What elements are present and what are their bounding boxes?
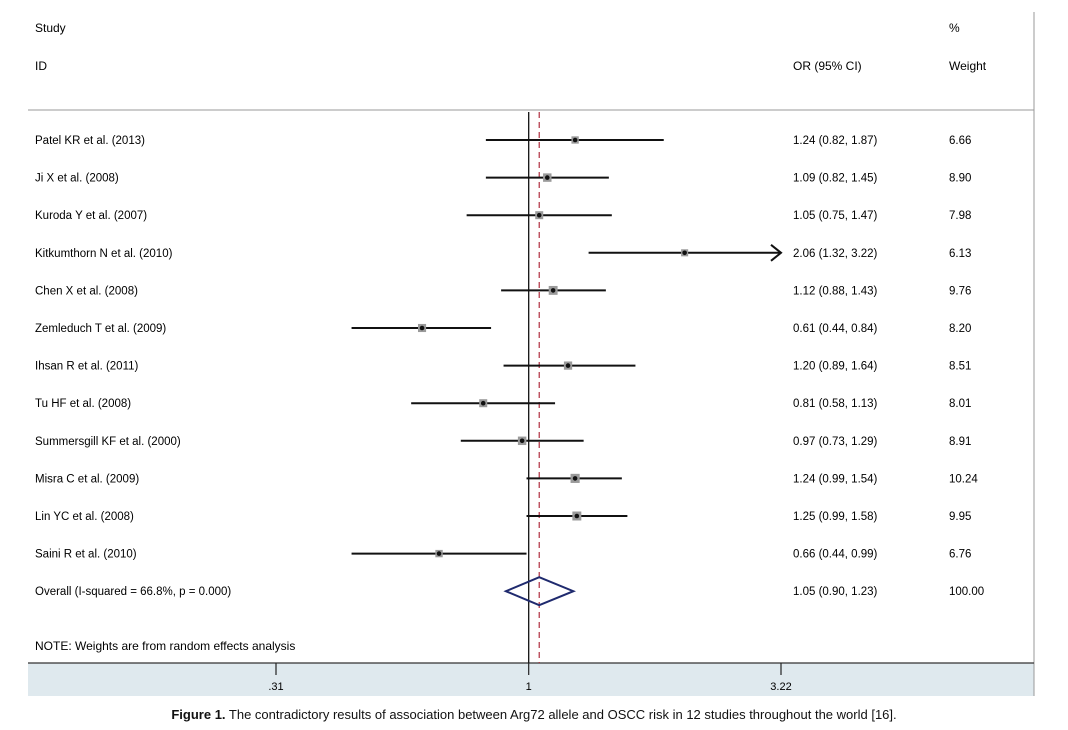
study-label: Saini R et al. (2010) bbox=[35, 549, 137, 561]
point-estimate bbox=[682, 250, 687, 256]
weight-text: 7.98 bbox=[949, 210, 971, 222]
or-ci-text: 1.20 (0.89, 1.64) bbox=[793, 361, 878, 373]
or-ci-text: 1.24 (0.99, 1.54) bbox=[793, 473, 878, 485]
point-estimate bbox=[480, 400, 486, 406]
study-label: Tu HF et al. (2008) bbox=[35, 398, 131, 410]
point-estimate bbox=[419, 325, 425, 331]
study-label: Lin YC et al. (2008) bbox=[35, 511, 134, 523]
axis-band bbox=[28, 663, 1034, 696]
header-or: OR (95% CI) bbox=[793, 59, 862, 73]
point-estimate bbox=[519, 438, 525, 444]
point-estimate bbox=[565, 363, 571, 368]
header-study: Study bbox=[35, 21, 66, 35]
overall-or-ci-text: 1.05 (0.90, 1.23) bbox=[793, 586, 878, 598]
or-ci-text: 1.12 (0.88, 1.43) bbox=[793, 285, 878, 297]
weight-text: 9.95 bbox=[949, 511, 971, 523]
or-ci-text: 2.06 (1.32, 3.22) bbox=[793, 248, 878, 260]
study-label: Kitkumthorn N et al. (2010) bbox=[35, 248, 173, 260]
or-ci-text: 0.81 (0.58, 1.13) bbox=[793, 398, 878, 410]
weight-text: 8.20 bbox=[949, 323, 971, 335]
x-axis: .31 1 3.22 bbox=[268, 663, 792, 693]
weight-text: 8.91 bbox=[949, 436, 971, 448]
figure-caption: Figure 1. The contradictory results of a… bbox=[0, 707, 1068, 722]
weight-text: 8.90 bbox=[949, 173, 971, 185]
or-ci-text: 0.61 (0.44, 0.84) bbox=[793, 323, 878, 335]
or-ci-text: 1.24 (0.82, 1.87) bbox=[793, 135, 878, 147]
or-ci-text: 1.25 (0.99, 1.58) bbox=[793, 511, 878, 523]
study-label: Ihsan R et al. (2011) bbox=[35, 361, 139, 373]
header-pct: % bbox=[949, 21, 960, 35]
weight-text: 8.01 bbox=[949, 398, 971, 410]
x-tick-label: 1 bbox=[526, 681, 532, 693]
caption-text: The contradictory results of association… bbox=[225, 707, 897, 722]
point-estimate bbox=[544, 175, 550, 180]
note-text: NOTE: Weights are from random effects an… bbox=[35, 639, 295, 653]
point-estimate bbox=[572, 137, 578, 143]
study-label: Ji X et al. (2008) bbox=[35, 173, 119, 185]
study-label: Chen X et al. (2008) bbox=[35, 285, 138, 297]
point-estimate bbox=[572, 476, 578, 481]
or-ci-text: 0.66 (0.44, 0.99) bbox=[793, 549, 878, 561]
weight-text: 6.76 bbox=[949, 549, 971, 561]
chart-marks bbox=[351, 112, 783, 663]
weight-text: 9.76 bbox=[949, 285, 971, 297]
x-tick-label: 3.22 bbox=[770, 681, 791, 693]
weight-text: 6.66 bbox=[949, 135, 971, 147]
study-label: Patel KR et al. (2013) bbox=[35, 135, 145, 147]
or-ci-text: 1.05 (0.75, 1.47) bbox=[793, 210, 878, 222]
study-label: Misra C et al. (2009) bbox=[35, 473, 139, 485]
study-rows: Patel KR et al. (2013) 1.24 (0.82, 1.87) 6… bbox=[35, 135, 984, 598]
weight-text: 8.51 bbox=[949, 361, 971, 373]
ci-arrow bbox=[770, 244, 783, 262]
weight-text: 6.13 bbox=[949, 248, 971, 260]
overall-label: Overall (I-squared = 66.8%, p = 0.000) bbox=[35, 586, 231, 598]
study-label: Summersgill KF et al. (2000) bbox=[35, 436, 181, 448]
overall-weight-text: 100.00 bbox=[949, 586, 984, 598]
overall-diamond bbox=[503, 576, 576, 607]
point-estimate bbox=[536, 212, 542, 218]
or-ci-text: 1.09 (0.82, 1.45) bbox=[793, 173, 878, 185]
weight-text: 10.24 bbox=[949, 473, 978, 485]
point-estimate bbox=[436, 551, 442, 556]
header-weight: Weight bbox=[949, 59, 987, 73]
point-estimate bbox=[550, 288, 556, 293]
x-tick-label: .31 bbox=[268, 681, 283, 693]
study-label: Kuroda Y et al. (2007) bbox=[35, 210, 147, 222]
study-label: Zemleduch T et al. (2009) bbox=[35, 323, 166, 335]
caption-label: Figure 1. bbox=[171, 707, 226, 722]
point-estimate bbox=[574, 513, 580, 519]
or-ci-text: 0.97 (0.73, 1.29) bbox=[793, 436, 878, 448]
header-id: ID bbox=[35, 59, 47, 73]
